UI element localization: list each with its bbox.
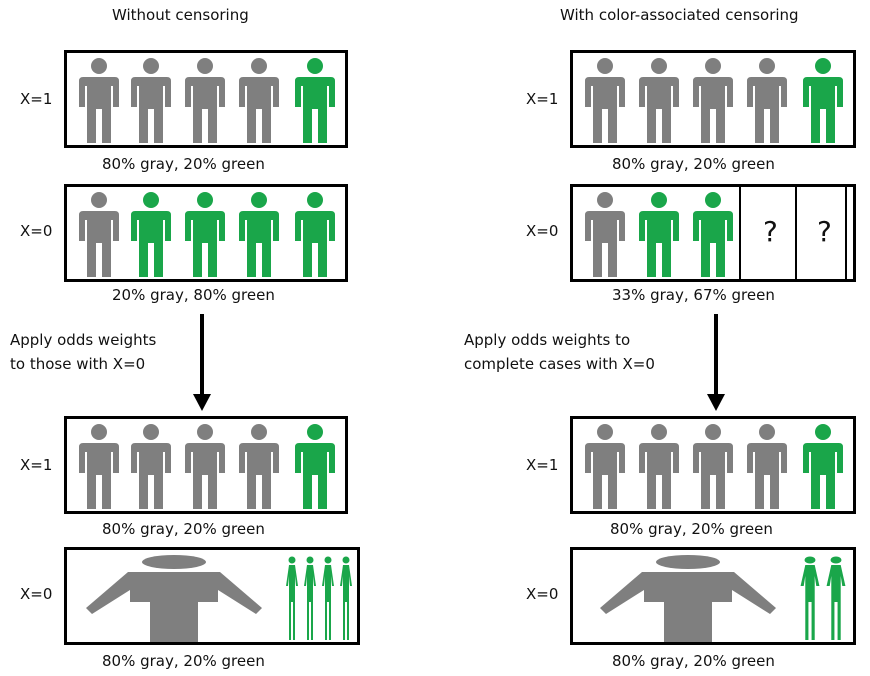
person-gray-icon xyxy=(747,58,787,143)
censored-divider xyxy=(739,187,741,279)
person-green-icon xyxy=(185,192,225,277)
person-green-icon xyxy=(803,424,843,509)
person-green-icon xyxy=(131,192,171,277)
person-gray-icon xyxy=(131,424,171,509)
right-row4-box xyxy=(570,547,856,645)
censored-divider xyxy=(795,187,797,279)
left-row3-label: X=1 xyxy=(20,456,53,474)
person-gray-icon xyxy=(639,58,679,143)
small-person-green-icon xyxy=(340,556,352,640)
small-person-green-icon xyxy=(800,556,820,640)
small-person-green-icon xyxy=(322,556,334,640)
person-green-icon xyxy=(803,58,843,143)
small-person-green-icon xyxy=(826,556,846,640)
left-row1-box xyxy=(64,50,348,148)
person-gray-icon xyxy=(239,424,279,509)
person-gray-icon xyxy=(585,58,625,143)
large-person-gray-icon xyxy=(600,555,776,642)
right-row2-caption: 33% gray, 67% green xyxy=(612,286,775,304)
left-row3-caption: 80% gray, 20% green xyxy=(102,520,265,538)
small-person-green-icon xyxy=(304,556,316,640)
right-row1-box xyxy=(570,50,856,148)
person-gray-icon xyxy=(585,424,625,509)
right-row2-box: ? ? xyxy=(570,184,856,282)
unknown-mark: ? xyxy=(817,215,832,248)
person-gray-icon xyxy=(185,58,225,143)
right-step-line1: Apply odds weights to xyxy=(464,331,631,349)
censored-divider xyxy=(845,187,847,279)
left-row4-caption: 80% gray, 20% green xyxy=(102,652,265,670)
right-row4-caption: 80% gray, 20% green xyxy=(612,652,775,670)
person-gray-icon xyxy=(79,192,119,277)
right-step-line2: complete cases with X=0 xyxy=(464,355,655,373)
left-row3-box xyxy=(64,416,348,514)
right-row1-label: X=1 xyxy=(526,90,559,108)
person-gray-icon xyxy=(747,424,787,509)
person-gray-icon xyxy=(693,58,733,143)
person-gray-icon xyxy=(79,58,119,143)
left-step-line1: Apply odds weights xyxy=(10,331,157,349)
person-gray-icon xyxy=(693,424,733,509)
person-gray-icon xyxy=(79,424,119,509)
person-gray-icon xyxy=(585,192,625,277)
person-gray-icon xyxy=(239,58,279,143)
down-arrow-icon xyxy=(193,314,211,411)
person-gray-icon xyxy=(639,424,679,509)
small-person-green-icon xyxy=(286,556,298,640)
unknown-mark: ? xyxy=(763,215,778,248)
right-row3-box xyxy=(570,416,856,514)
left-row1-caption: 80% gray, 20% green xyxy=(102,155,265,173)
left-row4-box xyxy=(64,547,360,645)
left-row4-label: X=0 xyxy=(20,585,53,603)
right-row2-label: X=0 xyxy=(526,222,559,240)
right-title: With color-associated censoring xyxy=(560,6,799,24)
down-arrow-icon xyxy=(707,314,725,411)
person-green-icon xyxy=(639,192,679,277)
right-row3-caption: 80% gray, 20% green xyxy=(610,520,773,538)
left-row2-box xyxy=(64,184,348,282)
right-row1-caption: 80% gray, 20% green xyxy=(612,155,775,173)
left-step-line2: to those with X=0 xyxy=(10,355,146,373)
person-green-icon xyxy=(295,424,335,509)
large-person-gray-icon xyxy=(86,555,262,642)
person-green-icon xyxy=(295,192,335,277)
left-title: Without censoring xyxy=(112,6,249,24)
right-row4-label: X=0 xyxy=(526,585,559,603)
left-row1-label: X=1 xyxy=(20,90,53,108)
right-row3-label: X=1 xyxy=(526,456,559,474)
person-green-icon xyxy=(295,58,335,143)
left-row2-label: X=0 xyxy=(20,222,53,240)
person-gray-icon xyxy=(131,58,171,143)
person-green-icon xyxy=(693,192,733,277)
left-row2-caption: 20% gray, 80% green xyxy=(112,286,275,304)
person-green-icon xyxy=(239,192,279,277)
person-gray-icon xyxy=(185,424,225,509)
